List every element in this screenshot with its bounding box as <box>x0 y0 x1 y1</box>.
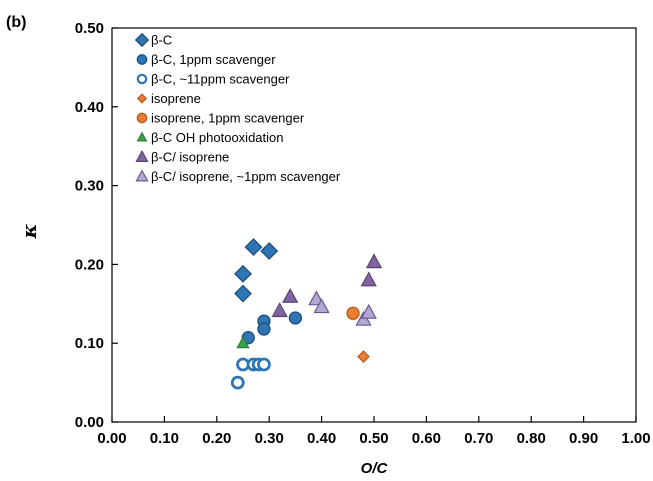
data-point-c-isoprene <box>360 271 377 287</box>
legend-entry: β-C OH photooxidation <box>136 130 284 145</box>
x-tick-label: 1.00 <box>621 430 650 447</box>
legend-label: β-C OH photooxidation <box>151 130 284 145</box>
legend-label: β-C/ isoprene <box>151 150 229 165</box>
data-point-c-isoprene-1ppm-scavenger <box>360 303 377 319</box>
legend: β-C β-C, 1ppm scavenger β-C, ~11ppm scaven… <box>134 32 341 184</box>
x-axis-title: O/C <box>361 460 389 477</box>
legend-marker-isoprene-1ppm-scavenger <box>136 112 148 124</box>
legend-marker-c-isoprene-1ppm-scavenger <box>135 169 149 182</box>
data-point-c-1ppm-scavenger <box>288 311 303 325</box>
data-point-c-1ppm-scavenger <box>257 322 271 336</box>
legend-label: isoprene, 1ppm scavenger <box>151 111 305 126</box>
x-tick-label: 0.00 <box>97 430 126 447</box>
legend-marker-c-1ppm-scavenger <box>136 54 148 65</box>
legend-entry: isoprene, 1ppm scavenger <box>136 111 305 126</box>
x-tick-label: 0.80 <box>517 430 546 447</box>
y-tick-label: 0.50 <box>75 20 104 37</box>
x-tick-label: 0.70 <box>464 430 493 447</box>
legend-label: β-C <box>151 33 172 48</box>
legend-label: β-C/ isoprene, ~1ppm scavenger <box>151 169 341 184</box>
legend-marker-c-11ppm-scavenger <box>136 73 148 85</box>
y-tick-label: 0.10 <box>75 335 104 352</box>
y-axis-title: κ <box>17 224 41 240</box>
x-tick-label: 0.30 <box>255 430 284 447</box>
y-tick-label: 0.30 <box>75 178 104 195</box>
data-point-c-isoprene <box>365 253 383 269</box>
x-tick-label: 0.40 <box>307 430 336 447</box>
data-point-c-oh-photooxidation <box>236 336 250 349</box>
y-tick-label: 0.40 <box>75 99 104 116</box>
legend-entry: isoprene <box>136 91 201 106</box>
data-point-isoprene-1ppm-scavenger <box>346 306 360 320</box>
data-point-isoprene <box>357 350 370 363</box>
legend-marker-c-oh-photooxidation <box>136 131 148 142</box>
legend-label: isoprene <box>151 91 201 106</box>
plot-frame <box>111 27 637 423</box>
x-tick-label: 0.60 <box>412 430 441 447</box>
x-tick-label: 0.50 <box>359 430 388 447</box>
legend-marker-isoprene <box>136 93 148 104</box>
data-point-c-11ppm-scavenger <box>230 375 245 390</box>
data-point-c <box>260 242 279 260</box>
legend-marker-c <box>134 32 150 48</box>
data-point-c-isoprene-1ppm-scavenger <box>313 298 330 314</box>
x-tick-label: 0.90 <box>569 430 598 447</box>
y-tick-label: 0.20 <box>75 256 104 273</box>
data-point-c-isoprene <box>271 302 288 318</box>
legend-label: β-C, 1ppm scavenger <box>151 52 276 67</box>
legend-entry: β-C, 1ppm scavenger <box>136 52 276 67</box>
legend-label: β-C, ~11ppm scavenger <box>151 72 290 87</box>
data-point-c-isoprene <box>282 287 299 303</box>
legend-entry: β-C, ~11ppm scavenger <box>136 72 290 87</box>
x-tick-label: 0.20 <box>202 430 231 447</box>
data-point-c <box>234 264 252 283</box>
panel-label: (b) <box>6 14 26 31</box>
legend-entry: β-C/ isoprene, ~1ppm scavenger <box>135 169 341 184</box>
legend-entry: β-C/ isoprene <box>135 149 229 165</box>
legend-entry: β-C <box>134 32 172 48</box>
y-tick-label: 0.00 <box>75 414 104 431</box>
data-point-c <box>244 238 263 256</box>
legend-marker-c-isoprene <box>135 149 149 162</box>
x-tick-label: 0.10 <box>150 430 179 447</box>
data-point-c <box>234 284 252 303</box>
data-point-c-11ppm-scavenger <box>257 357 271 372</box>
